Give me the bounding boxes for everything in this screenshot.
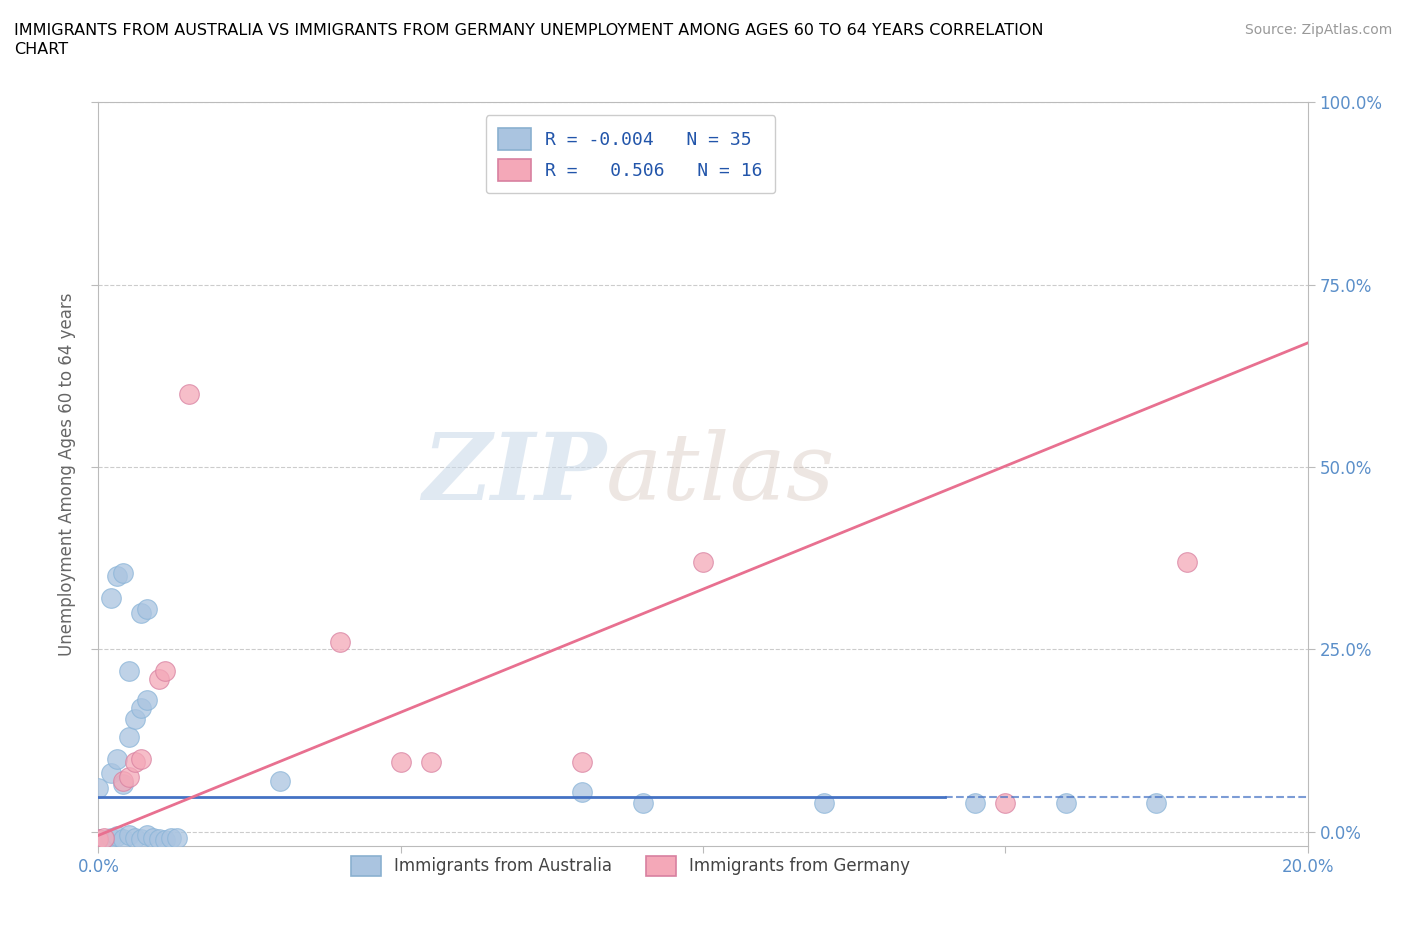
Point (105, 829, 128, 844)
Point (105, 751, 128, 766)
Point (571, 784, 593, 799)
Text: CHART: CHART (14, 42, 67, 57)
Point (111, 777, 134, 791)
Text: atlas: atlas (606, 430, 835, 519)
Point (1054, 795, 1077, 810)
Point (93, 833, 115, 848)
Point (118, 664, 141, 679)
Point (124, 755, 146, 770)
Point (389, 755, 412, 770)
Point (1144, 795, 1167, 810)
Point (111, 565, 134, 580)
Point (111, 773, 134, 788)
Point (124, 830, 146, 845)
Point (87, 831, 110, 846)
Point (129, 700, 152, 715)
Point (160, 830, 183, 845)
Point (105, 569, 128, 584)
Point (135, 693, 157, 708)
Point (124, 711, 146, 726)
Point (148, 831, 170, 846)
Point (93, 830, 115, 845)
Point (1175, 554, 1198, 569)
Point (135, 602, 157, 617)
Point (692, 554, 714, 569)
Point (179, 387, 201, 402)
Point (994, 795, 1017, 810)
Text: IMMIGRANTS FROM AUSTRALIA VS IMMIGRANTS FROM GERMANY UNEMPLOYMENT AMONG AGES 60 : IMMIGRANTS FROM AUSTRALIA VS IMMIGRANTS … (14, 23, 1043, 38)
Point (148, 671, 170, 686)
Point (129, 751, 152, 766)
Y-axis label: Unemployment Among Ages 60 to 64 years: Unemployment Among Ages 60 to 64 years (58, 293, 76, 656)
Point (135, 828, 157, 843)
Point (329, 634, 352, 649)
Point (100, 591, 122, 605)
Point (118, 769, 141, 784)
Point (631, 795, 654, 810)
Point (153, 664, 176, 679)
Point (100, 830, 122, 845)
Point (87, 780, 110, 795)
Legend: Immigrants from Australia, Immigrants from Germany: Immigrants from Australia, Immigrants fr… (344, 849, 917, 883)
Point (100, 766, 122, 781)
Point (129, 831, 152, 846)
Point (118, 828, 141, 843)
Point (813, 795, 835, 810)
Point (129, 605, 152, 620)
Point (420, 755, 443, 770)
Point (571, 755, 593, 770)
Point (118, 729, 141, 744)
Point (269, 773, 291, 788)
Point (965, 795, 987, 810)
Point (87, 831, 110, 846)
Point (166, 830, 188, 845)
Text: Source: ZipAtlas.com: Source: ZipAtlas.com (1244, 23, 1392, 37)
Point (153, 833, 176, 848)
Text: ZIP: ZIP (422, 430, 606, 519)
Point (111, 831, 134, 846)
Point (142, 830, 165, 845)
